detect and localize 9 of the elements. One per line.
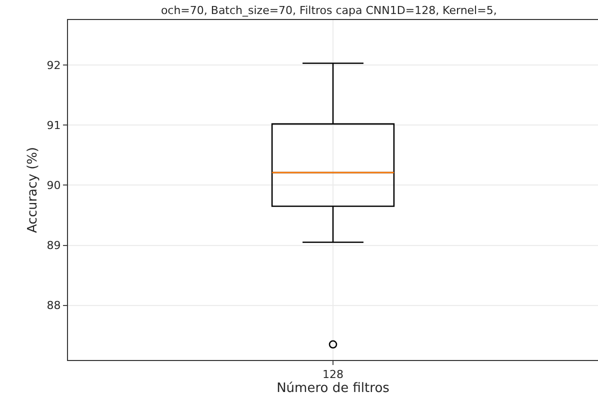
y-tick-label: 92: [46, 58, 61, 72]
y-tick-label: 91: [46, 118, 61, 132]
y-tick-label: 89: [46, 239, 61, 252]
x-axis-title: Número de filtros: [276, 381, 390, 396]
chart-title: och=70, Batch_size=70, Filtros capa CNN1D=128, Kernel=5,: [160, 4, 497, 17]
x-tick-label: 128: [322, 368, 344, 382]
y-tick-label: 88: [46, 299, 61, 312]
y-tick-label: 90: [46, 179, 61, 192]
y-axis-title: Accuracy (%): [26, 147, 41, 233]
